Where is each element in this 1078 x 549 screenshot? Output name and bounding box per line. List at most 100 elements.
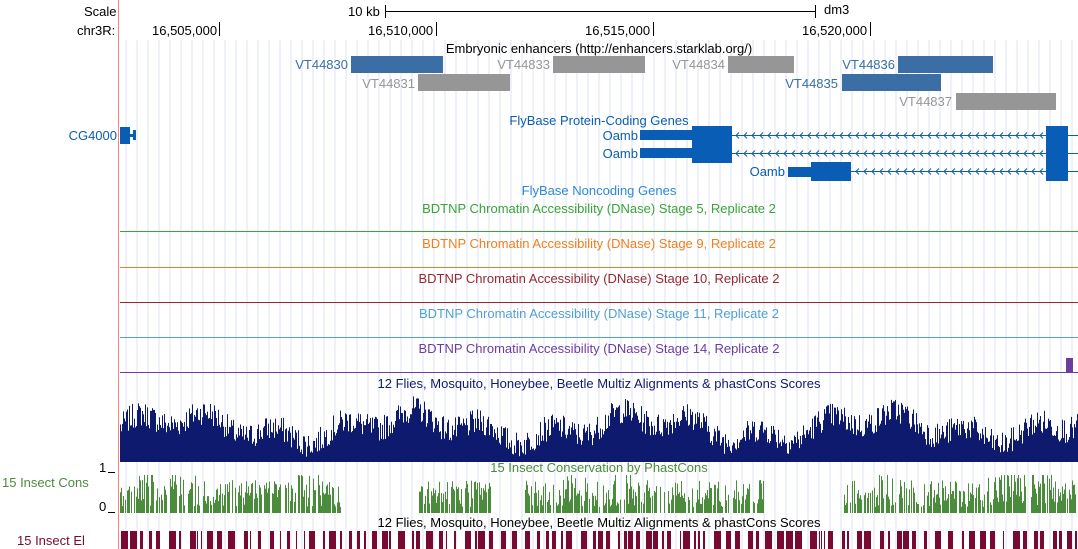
multiz-bar <box>1044 410 1045 462</box>
multiz-bar <box>135 427 136 462</box>
multiz-bar <box>428 409 429 462</box>
gene-label-cg4000[interactable]: CG4000 <box>68 128 117 143</box>
phastcons-side-label[interactable]: 15 Insect Cons <box>2 475 89 490</box>
multiz-bar <box>683 406 684 462</box>
phastcons-bar <box>325 493 326 513</box>
transcript-feature[interactable] <box>640 126 1078 146</box>
transcript-label[interactable]: Oamb <box>749 164 785 179</box>
multiz-bar <box>275 418 276 462</box>
multiz-bar <box>204 404 205 462</box>
phastcons-bar <box>739 500 740 513</box>
multiz-bar <box>254 438 255 462</box>
dnase-stage14-peak[interactable] <box>1066 358 1073 372</box>
dnase-stage10-signal[interactable] <box>120 302 1078 303</box>
enhancer-label[interactable]: VT44830 <box>295 57 348 72</box>
multiz-bar <box>1052 435 1053 462</box>
phastcons-bar <box>860 495 861 513</box>
dnase-stage11-signal[interactable] <box>120 337 1078 338</box>
phastcons-bar <box>228 491 229 513</box>
phastcons-bar <box>701 504 702 513</box>
enhancer-label[interactable]: VT44836 <box>842 57 895 72</box>
multiz-bar <box>749 439 750 462</box>
phastcons-bar <box>1067 498 1068 513</box>
multiz-bar <box>424 401 425 462</box>
phastcons-bar <box>1025 486 1026 513</box>
phastcons-bar <box>746 494 747 513</box>
enhancer-label[interactable]: VT44831 <box>362 76 415 91</box>
enhancer-feature[interactable] <box>956 93 1056 110</box>
enhancer-feature[interactable] <box>842 74 941 91</box>
multiz-bar <box>641 406 642 462</box>
multiz-bar <box>159 417 160 462</box>
transcript-feature[interactable] <box>640 144 1078 164</box>
position-tick <box>870 22 871 36</box>
phastcons-bar <box>438 493 439 513</box>
multiz-bar <box>311 451 312 462</box>
enhancer-label[interactable]: VT44834 <box>672 57 725 72</box>
enhancer-feature[interactable] <box>728 56 794 73</box>
phastcons-bar <box>1043 475 1044 513</box>
phastcons-bar <box>596 499 597 513</box>
phastcons-bar <box>467 484 468 513</box>
multiz-bar <box>200 408 201 462</box>
gene-feature-cg4000[interactable] <box>120 127 130 144</box>
conserved-element <box>304 531 305 549</box>
enhancer-feature[interactable] <box>418 74 510 91</box>
multiz-bar <box>321 448 322 462</box>
enhancer-feature[interactable] <box>898 56 993 73</box>
multiz-bar <box>839 424 840 462</box>
multiz-conservation-graph[interactable] <box>120 392 1078 462</box>
multiz-bar <box>719 430 720 462</box>
multiz-bar <box>401 413 402 462</box>
phastcons-bar <box>1010 496 1011 513</box>
phastcons-bar <box>675 482 676 513</box>
enhancer-feature[interactable] <box>351 56 443 73</box>
phastcons-bar <box>655 492 656 513</box>
multiz-bar <box>295 430 296 462</box>
multiz-bar <box>680 421 681 462</box>
dnase-stage5-signal[interactable] <box>120 231 1078 232</box>
conserved-elements-track[interactable] <box>120 531 1078 549</box>
dnase-stage14-signal[interactable] <box>120 372 1078 373</box>
enhancer-label[interactable]: VT44837 <box>899 94 952 109</box>
multiz-bar <box>943 431 944 462</box>
enhancer-label[interactable]: VT44833 <box>497 57 550 72</box>
multiz-bar <box>807 429 808 462</box>
transcript-label[interactable]: Oamb <box>602 128 638 143</box>
multiz-bar <box>348 431 349 462</box>
phastcons-bar <box>457 489 458 513</box>
multiz-bar <box>618 406 619 462</box>
multiz-bar <box>1006 437 1007 462</box>
multiz-bar <box>182 423 183 462</box>
multiz-bar <box>312 452 313 462</box>
dnase-stage10-title: BDTNP Chromatin Accessibility (DNase) St… <box>418 271 780 286</box>
multiz-bar <box>484 435 485 462</box>
multiz-bar <box>398 405 399 462</box>
phastcons-bar <box>427 489 428 513</box>
multiz-bar <box>369 422 370 462</box>
multiz-bar <box>207 411 208 462</box>
phastcons-bar <box>291 485 292 513</box>
multiz-bar <box>322 444 323 462</box>
transcript-feature[interactable] <box>788 162 1078 182</box>
conserved-element <box>1034 531 1038 549</box>
enhancer-feature[interactable] <box>553 56 645 73</box>
multiz-bar <box>663 419 664 462</box>
phastcons-bar <box>988 477 989 513</box>
phastcons-bar <box>166 494 167 513</box>
dnase-stage9-signal[interactable] <box>120 267 1078 268</box>
phastcons-bar <box>120 492 121 513</box>
phastcons-bar <box>159 497 160 513</box>
enhancer-label[interactable]: VT44835 <box>785 76 838 91</box>
phastcons-bar <box>660 486 661 513</box>
left-margin-line <box>118 0 119 549</box>
multiz-bar <box>288 430 289 462</box>
multiz-bar <box>1013 427 1014 462</box>
multiz-bar <box>1053 435 1054 462</box>
multiz-bar <box>330 440 331 462</box>
elements-side-label[interactable]: 15 Insect El <box>17 533 85 548</box>
phastcons-bar <box>877 495 878 513</box>
transcript-label[interactable]: Oamb <box>602 146 638 161</box>
phastcons-graph[interactable] <box>120 474 1078 513</box>
multiz-bar <box>535 448 536 462</box>
